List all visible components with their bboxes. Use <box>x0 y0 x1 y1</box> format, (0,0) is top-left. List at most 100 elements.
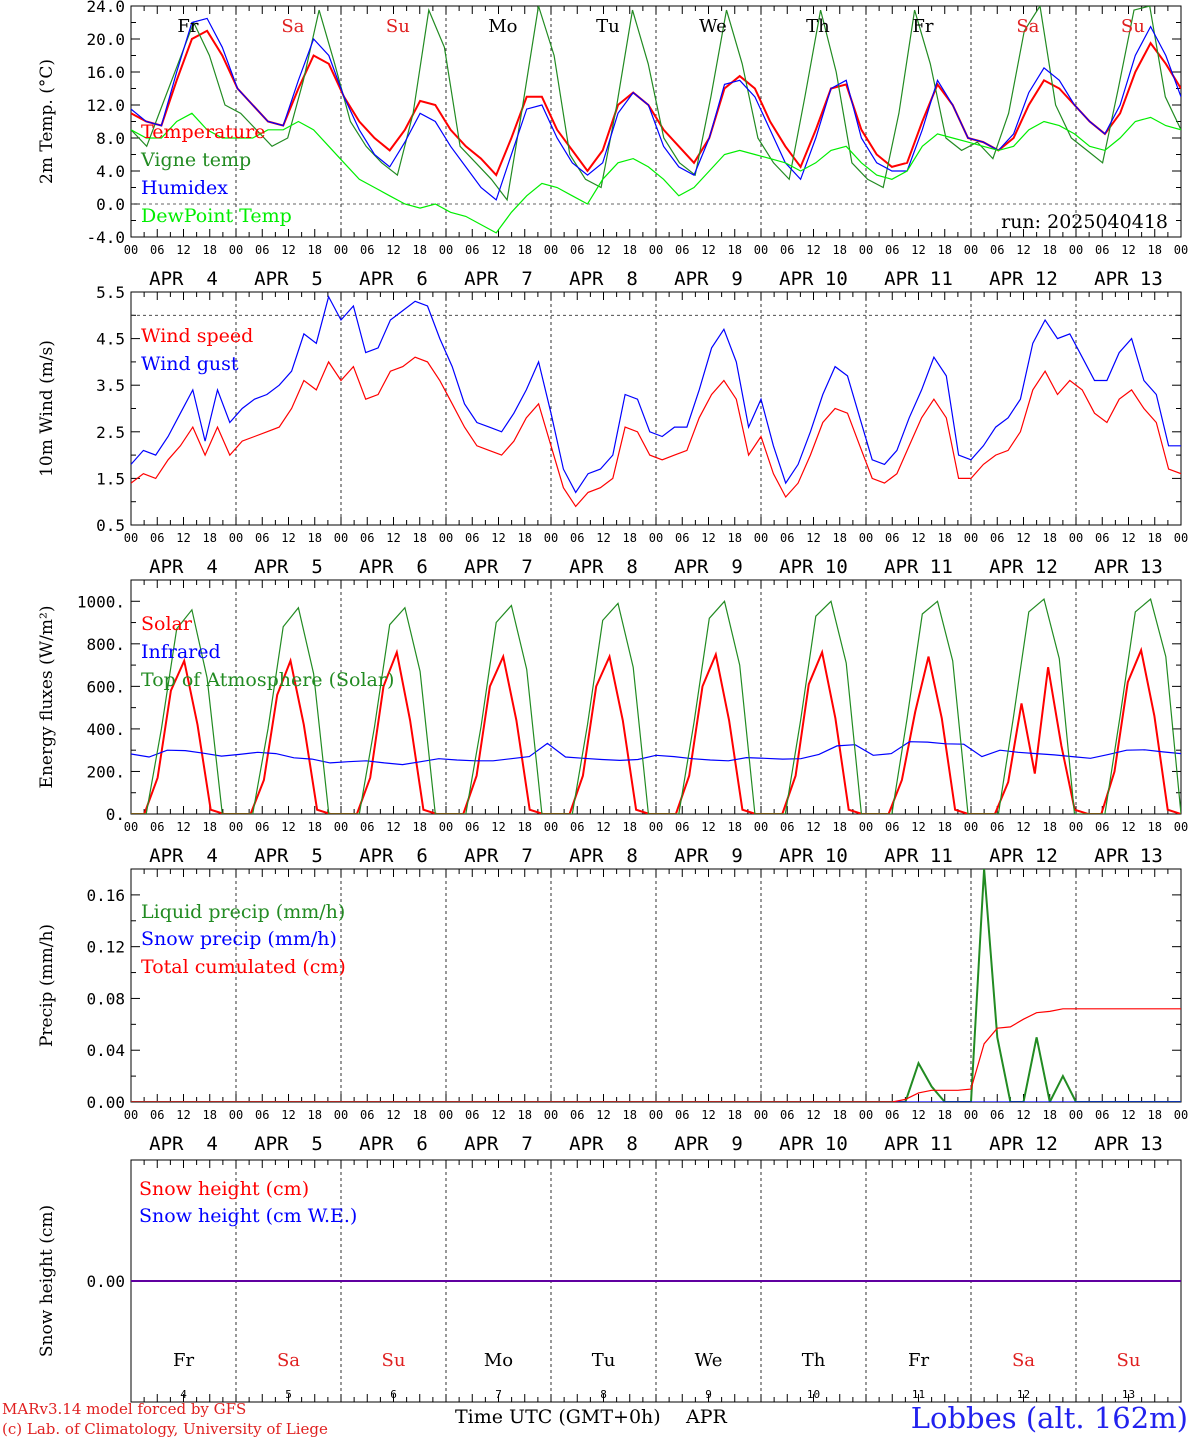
date-label: APR 9 <box>674 268 743 290</box>
hour-tick-label: 18 <box>203 820 217 834</box>
date-label: APR 6 <box>359 268 428 290</box>
hour-tick-label: 18 <box>623 820 637 834</box>
weekday-label: Fr <box>173 1350 194 1371</box>
hour-tick-label: 18 <box>1043 531 1057 545</box>
hour-tick-label: 18 <box>623 1108 637 1122</box>
hour-tick-label: 06 <box>885 1108 899 1122</box>
hour-tick-label: 06 <box>255 1108 269 1122</box>
hour-tick-label: 06 <box>570 1108 584 1122</box>
date-label: APR 4 <box>149 845 218 867</box>
y-tick-label: 0.04 <box>86 1041 125 1060</box>
hour-tick-label: 06 <box>780 243 794 257</box>
hour-tick-label: 12 <box>491 820 505 834</box>
hour-tick-label: 18 <box>1148 531 1162 545</box>
hour-tick-label: 12 <box>386 243 400 257</box>
hour-tick-label: 12 <box>1121 531 1135 545</box>
day-number-label: 7 <box>495 1388 502 1401</box>
hour-tick-label: 18 <box>1043 243 1057 257</box>
hour-tick-label: 06 <box>570 243 584 257</box>
date-label: APR 12 <box>989 1133 1058 1155</box>
hour-tick-label: 06 <box>255 531 269 545</box>
x-axis-month: APR <box>685 1406 728 1428</box>
date-label: APR 13 <box>1094 845 1163 867</box>
hour-tick-label: 00 <box>859 243 873 257</box>
hour-tick-label: 12 <box>1121 243 1135 257</box>
weekday-label: Fr <box>908 1350 929 1371</box>
hour-tick-label: 06 <box>360 1108 374 1122</box>
hour-tick-label: 12 <box>281 531 295 545</box>
weekday-label: Mo <box>488 16 517 37</box>
day-number-label: 9 <box>705 1388 712 1401</box>
hour-tick-label: 06 <box>675 531 689 545</box>
hour-tick-label: 18 <box>728 820 742 834</box>
date-label: APR 12 <box>989 845 1058 867</box>
series-line-0 <box>131 29 1181 177</box>
hour-tick-label: 18 <box>308 820 322 834</box>
y-axis-label: Precip (mm/h) <box>37 924 57 1047</box>
weekday-label: We <box>695 1350 723 1371</box>
hour-tick-label: 06 <box>570 531 584 545</box>
hour-tick-label: 06 <box>780 820 794 834</box>
hour-tick-label: 18 <box>938 531 952 545</box>
date-label: APR 13 <box>1094 268 1163 290</box>
hour-tick-label: 12 <box>1121 1108 1135 1122</box>
hour-tick-label: 06 <box>465 531 479 545</box>
legend-entry: Solar <box>141 613 193 635</box>
series-line-2 <box>131 598 1181 814</box>
y-tick-label: 4.0 <box>96 162 125 181</box>
hour-tick-label: 00 <box>964 1108 978 1122</box>
date-label: APR 7 <box>464 556 533 578</box>
y-tick-label: 4.5 <box>96 330 125 349</box>
hour-tick-label: 06 <box>990 531 1004 545</box>
hour-tick-label: 06 <box>150 1108 164 1122</box>
y-tick-label: 800. <box>86 635 125 654</box>
hour-tick-label: 06 <box>570 820 584 834</box>
hour-tick-label: 18 <box>518 1108 532 1122</box>
hour-tick-label: 18 <box>518 243 532 257</box>
date-label: APR 7 <box>464 268 533 290</box>
y-tick-label: 600. <box>86 677 125 696</box>
date-label: APR 10 <box>779 556 848 578</box>
date-label: APR 4 <box>149 1133 218 1155</box>
legend-entry: Total cumulated (cm) <box>141 956 346 978</box>
date-label: APR 8 <box>569 845 638 867</box>
hour-tick-label: 12 <box>596 1108 610 1122</box>
hour-tick-label: 18 <box>308 531 322 545</box>
series-line-3 <box>131 112 1181 234</box>
hour-tick-label: 18 <box>308 243 322 257</box>
hour-tick-label: 00 <box>124 531 138 545</box>
hour-tick-label: 06 <box>1095 531 1109 545</box>
hour-tick-label: 06 <box>150 531 164 545</box>
hour-tick-label: 00 <box>754 820 768 834</box>
legend-entry: Liquid precip (mm/h) <box>141 901 345 923</box>
hour-tick-label: 12 <box>386 820 400 834</box>
y-tick-label: 16.0 <box>86 63 125 82</box>
panel-1: 0.5 1.5 2.5 3.5 4.5 5.5 10m Wind (m/s) Wind spe… <box>37 283 1188 578</box>
hour-tick-label: 06 <box>675 1108 689 1122</box>
date-label: APR 7 <box>464 1133 533 1155</box>
hour-tick-label: 06 <box>885 820 899 834</box>
hour-tick-label: 12 <box>176 243 190 257</box>
hour-tick-label: 00 <box>1174 820 1188 834</box>
hour-tick-label: 18 <box>623 531 637 545</box>
date-label: APR 9 <box>674 1133 743 1155</box>
date-label: APR 12 <box>989 268 1058 290</box>
hour-tick-label: 12 <box>1016 820 1030 834</box>
hour-tick-label: 00 <box>1069 531 1083 545</box>
day-number-label: 8 <box>600 1388 607 1401</box>
hour-tick-label: 12 <box>911 1108 925 1122</box>
y-tick-label: 5.5 <box>96 283 125 302</box>
hour-tick-label: 18 <box>1148 1108 1162 1122</box>
legend-entry: Top of Atmosphere (Solar) <box>141 669 394 691</box>
series-line-1 <box>131 6 1181 202</box>
hour-tick-label: 12 <box>596 531 610 545</box>
weekday-label: Fr <box>912 16 933 37</box>
y-tick-label: 12.0 <box>86 96 125 115</box>
hour-tick-label: 18 <box>938 243 952 257</box>
hour-tick-label: 06 <box>780 1108 794 1122</box>
hour-tick-label: 06 <box>885 531 899 545</box>
date-label: APR 13 <box>1094 556 1163 578</box>
hour-tick-label: 00 <box>1174 531 1188 545</box>
legend-entry: Vigne temp <box>140 149 251 171</box>
hour-tick-label: 00 <box>1069 1108 1083 1122</box>
